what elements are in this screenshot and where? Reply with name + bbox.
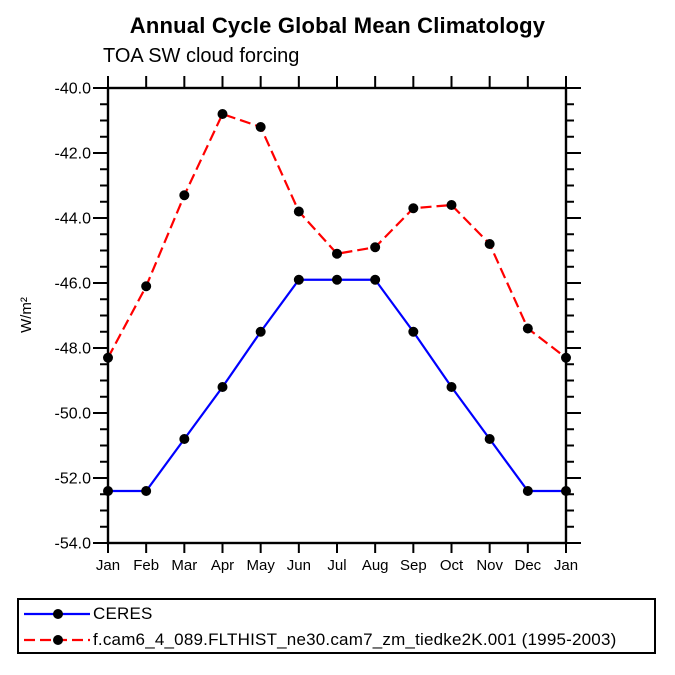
x-axis-tick-label: Jan	[554, 557, 578, 574]
data-point-marker	[103, 486, 113, 496]
x-axis-tick-label: Jul	[327, 557, 346, 574]
legend-item-model: f.cam6_4_089.FLTHIST_ne30.cam7_zm_tiedke…	[19, 626, 654, 653]
legend: CERES f.cam6_4_089.FLTHIST_ne30.cam7_zm_…	[17, 598, 656, 654]
x-axis-tick-label: Jan	[96, 557, 120, 574]
legend-dashed-line-sample	[24, 634, 90, 645]
data-point-marker	[293, 206, 304, 217]
data-point-marker	[179, 190, 190, 201]
y-axis-tick-label: -44.0	[55, 211, 92, 228]
data-point-marker	[332, 248, 342, 259]
y-axis-tick-label: -42.0	[55, 146, 92, 163]
data-point-marker	[522, 486, 533, 496]
chart-title: Annual Cycle Global Mean Climatology	[129, 13, 546, 38]
x-axis-tick-label: Aug	[362, 557, 389, 574]
data-point-marker	[141, 486, 152, 496]
data-point-marker	[141, 281, 152, 292]
plot-frame	[106, 86, 568, 545]
data-point-marker	[370, 274, 381, 285]
data-point-marker	[179, 434, 190, 444]
y-axis-tick-label: -46.0	[55, 276, 92, 293]
data-point-marker	[255, 326, 266, 337]
legend-item-ceres: CERES	[19, 600, 654, 627]
y-axis-tick-label: -52.0	[55, 471, 92, 488]
data-point-marker	[446, 200, 457, 210]
legend-label-model: f.cam6_4_089.FLTHIST_ne30.cam7_zm_tiedke…	[93, 629, 617, 649]
data-point-marker	[561, 352, 571, 363]
x-axis-tick-label: Oct	[440, 557, 464, 574]
data-point-marker	[522, 323, 533, 334]
legend-label-ceres: CERES	[93, 603, 153, 623]
series-line-ceres	[108, 278, 566, 493]
y-axis-tick-label: -50.0	[55, 406, 92, 423]
data-point-marker	[370, 242, 381, 253]
data-point-marker	[103, 352, 113, 363]
legend-solid-line-sample	[24, 608, 90, 619]
data-point-marker	[484, 434, 495, 444]
series-line-model	[107, 112, 567, 359]
x-axis-tick-label: Mar	[171, 557, 197, 574]
data-point-marker	[217, 109, 228, 119]
data-point-marker	[255, 122, 266, 132]
y-axis-tick-label: -48.0	[55, 341, 92, 358]
data-point-marker	[332, 274, 342, 285]
x-axis-tick-label: Apr	[211, 557, 234, 574]
chart-subtitle: TOA SW cloud forcing	[103, 45, 300, 67]
x-axis-tick-label: May	[246, 557, 275, 574]
data-point-marker	[408, 326, 419, 337]
data-point-marker	[484, 239, 495, 249]
data-point-marker	[561, 486, 571, 496]
x-axis-tick-label: Dec	[514, 557, 541, 574]
data-point-marker	[293, 274, 304, 285]
x-axis-tick-label: Jun	[287, 557, 311, 574]
x-axis-tick-label: Nov	[476, 557, 503, 574]
x-axis-tick-label: Sep	[400, 557, 427, 574]
data-point-marker	[217, 382, 228, 392]
y-axis-tick-label: -40.0	[55, 81, 92, 98]
data-point-marker	[408, 203, 419, 214]
y-axis-tick-label: -54.0	[55, 536, 92, 553]
data-point-marker	[446, 382, 457, 392]
x-axis-tick-label: Feb	[133, 557, 159, 574]
